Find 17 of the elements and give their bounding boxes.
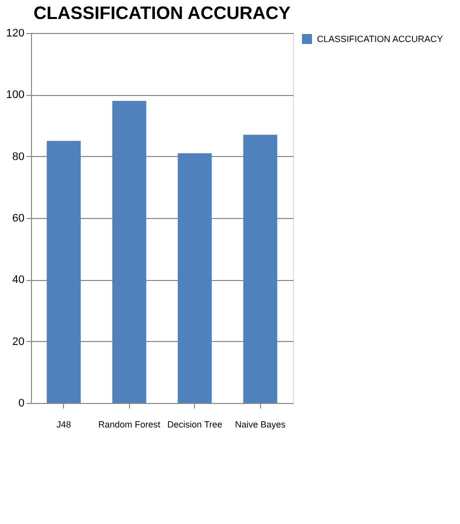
y-tick-label: 0 (18, 398, 24, 410)
x-tick-label: Decision Tree (167, 420, 222, 430)
bar (178, 153, 212, 403)
bar (46, 140, 81, 403)
y-tick-label: 40 (12, 274, 24, 286)
y-tick-label: 120 (6, 28, 24, 40)
x-tick-label: Random Forest (98, 420, 161, 430)
y-tick-label: 20 (12, 336, 24, 348)
y-tick-label: 80 (12, 150, 24, 163)
bar (243, 134, 278, 403)
bar (112, 100, 146, 403)
x-tick-label: Naive Bayes (234, 420, 286, 430)
x-tick-label: J48 (56, 420, 72, 430)
legend-label: CLASSIFICATION ACCURACY (317, 34, 443, 44)
y-tick-label: 60 (12, 212, 24, 224)
chart-title: CLASSIFICATION ACCURACY (34, 3, 290, 23)
y-tick-label: 100 (6, 89, 24, 102)
